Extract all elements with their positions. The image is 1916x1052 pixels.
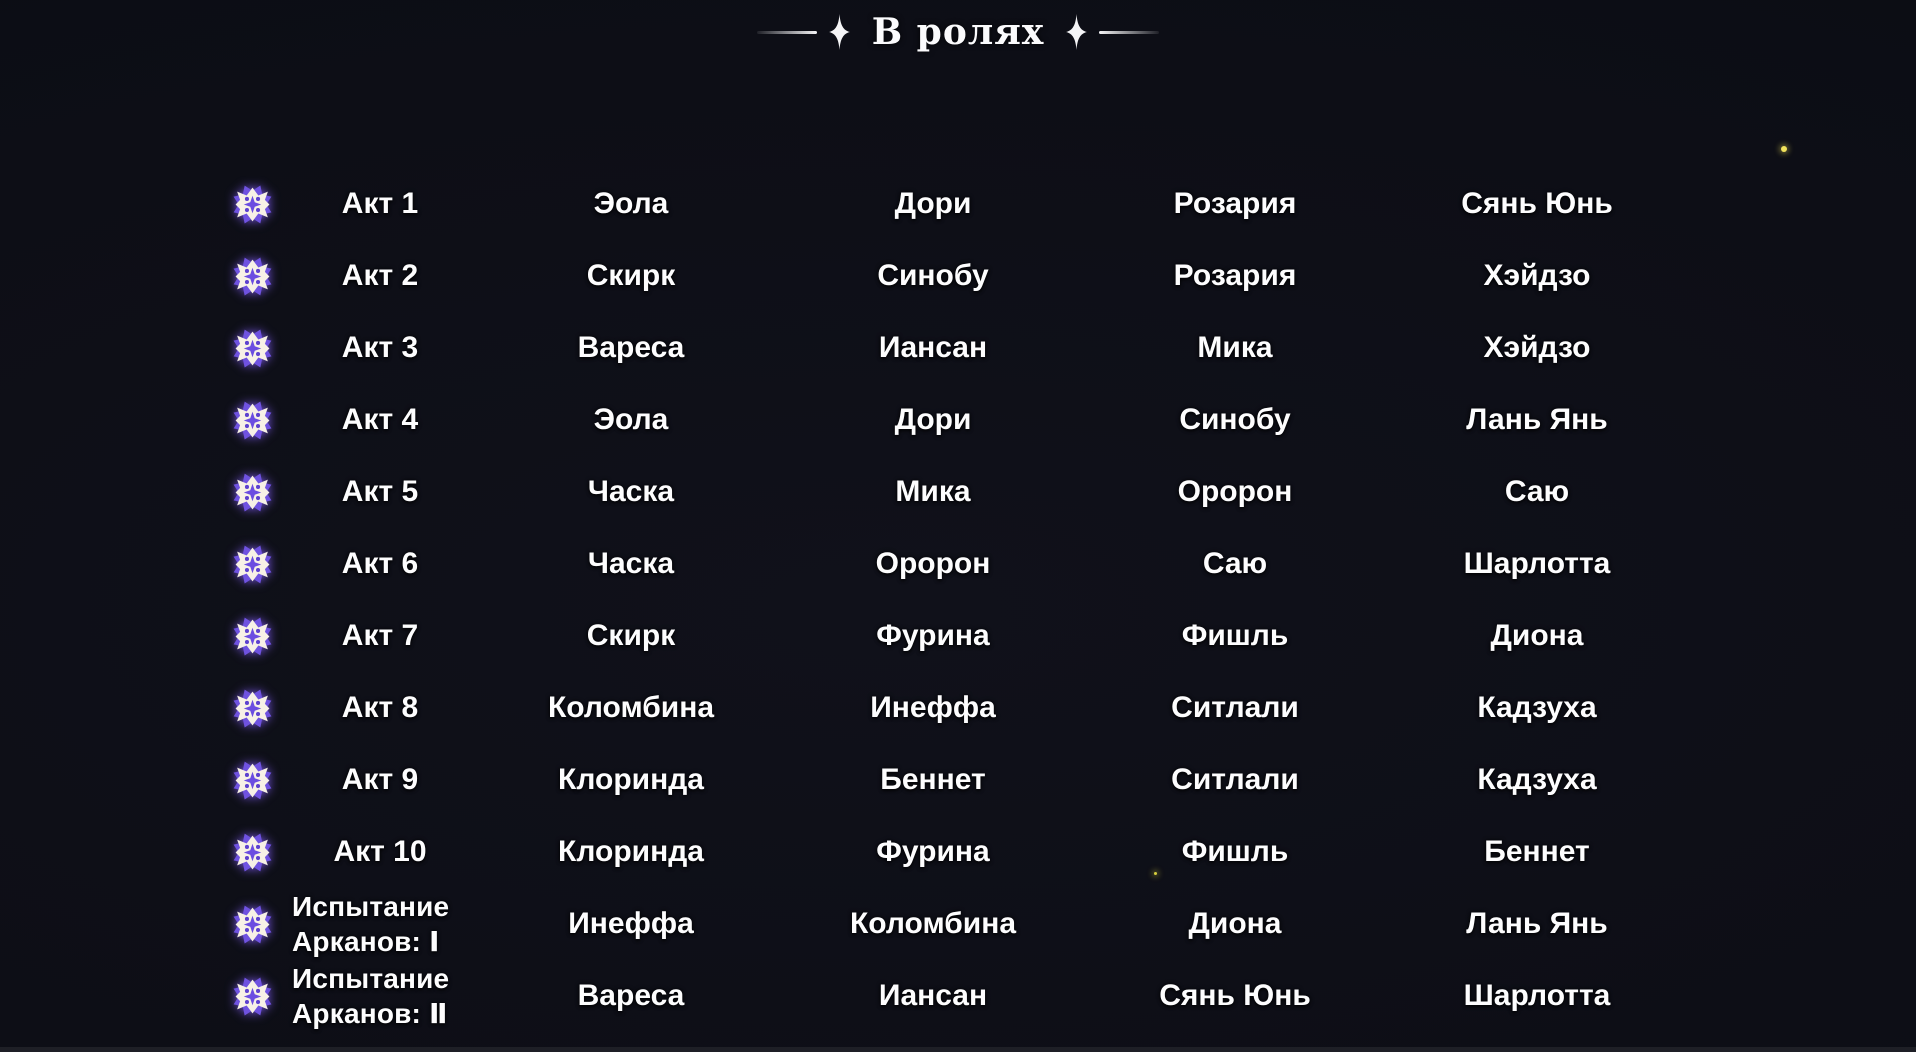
table-row: Акт 6 Часка Оророн Саю Шарлотта — [224, 528, 1688, 600]
cast-name: Фишль — [1181, 835, 1289, 868]
act-label: Испытание Арканов: Ⅱ — [292, 963, 450, 1029]
cast-name: Синобу — [877, 259, 989, 292]
title-ornament-line-right — [1099, 30, 1160, 34]
table-row: Акт 4 Эола Дори Синобу Лань Янь — [224, 384, 1688, 456]
cast-name: Инеффа — [568, 907, 694, 940]
act-label: Акт 6 — [341, 547, 419, 580]
cast-name: Шарлотта — [1463, 979, 1611, 1012]
cast-name: Ситлали — [1171, 691, 1299, 724]
table-row: Испытание Арканов: Ⅱ Вареса Иансан Сянь … — [224, 960, 1688, 1032]
act-label: Акт 7 — [341, 619, 419, 652]
page-title: В ролях — [871, 11, 1045, 53]
cast-name: Оророн — [1177, 475, 1293, 508]
cast-name: Розария — [1173, 187, 1297, 220]
table-row: Акт 7 Скирк Фурина Фишль Диона — [224, 600, 1688, 672]
cast-name: Хэйдзо — [1483, 331, 1591, 364]
bottom-edge-highlight — [0, 1047, 1916, 1052]
cast-name: Синобу — [1179, 403, 1291, 436]
cast-name: Кадзуха — [1477, 763, 1597, 796]
cast-name: Сянь Юнь — [1461, 187, 1613, 220]
cast-name: Беннет — [880, 763, 986, 796]
cast-name: Ситлали — [1171, 763, 1299, 796]
quest-star-icon — [232, 328, 273, 369]
glow-particle — [1154, 872, 1157, 875]
sparkle-star-icon — [1066, 14, 1087, 50]
cast-name: Саю — [1202, 547, 1268, 580]
cast-name: Кадзуха — [1477, 691, 1597, 724]
quest-star-icon — [232, 688, 273, 729]
quest-star-icon — [232, 616, 273, 657]
cast-name: Вареса — [577, 331, 685, 364]
quest-star-icon — [232, 760, 273, 801]
quest-star-icon — [232, 544, 273, 585]
cast-name: Коломбина — [547, 691, 715, 724]
cast-name: Клоринда — [558, 835, 704, 868]
cast-name: Иансан — [878, 979, 988, 1012]
cast-name: Часка — [587, 475, 675, 508]
cast-name: Часка — [587, 547, 675, 580]
cast-name: Диона — [1188, 907, 1282, 940]
table-row: Испытание Арканов: Ⅰ Инеффа Коломбина Ди… — [224, 888, 1688, 960]
table-row: Акт 2 Скирк Синобу Розария Хэйдзо — [224, 240, 1688, 312]
table-row: Акт 9 Клоринда Беннет Ситлали Кадзуха — [224, 744, 1688, 816]
cast-name: Скирк — [586, 619, 676, 652]
quest-star-icon — [232, 472, 273, 513]
cast-header: В ролях — [0, 8, 1916, 56]
act-label: Акт 1 — [341, 187, 419, 220]
cast-name: Фурина — [876, 835, 990, 868]
cast-name: Мика — [895, 475, 971, 508]
cast-name: Фишль — [1181, 619, 1289, 652]
act-label: Акт 2 — [341, 259, 419, 292]
cast-name: Иансан — [878, 331, 988, 364]
cast-name: Коломбина — [849, 907, 1017, 940]
cast-name: Клоринда — [558, 763, 704, 796]
quest-star-icon — [232, 976, 273, 1017]
cast-name: Эола — [593, 403, 669, 436]
sparkle-star-icon — [829, 14, 850, 50]
act-label: Акт 3 — [341, 331, 419, 364]
cast-name: Саю — [1504, 475, 1570, 508]
table-row: Акт 1 Эола Дори Розария Сянь Юнь — [224, 168, 1688, 240]
cast-name: Фурина — [876, 619, 990, 652]
act-label: Акт 10 — [333, 835, 427, 868]
cast-name: Дори — [894, 403, 972, 436]
table-row: Акт 5 Часка Мика Оророн Саю — [224, 456, 1688, 528]
cast-name: Розария — [1173, 259, 1297, 292]
cast-name: Мика — [1197, 331, 1273, 364]
act-label: Акт 5 — [341, 475, 419, 508]
cast-name: Шарлотта — [1463, 547, 1611, 580]
cast-name: Эола — [593, 187, 669, 220]
cast-table: Акт 1 Эола Дори Розария Сянь Юнь Акт 2 С… — [224, 168, 1688, 1032]
cast-name: Хэйдзо — [1483, 259, 1591, 292]
title-ornament-line-left — [756, 30, 817, 34]
table-row: Акт 8 Коломбина Инеффа Ситлали Кадзуха — [224, 672, 1688, 744]
act-label: Акт 9 — [341, 763, 419, 796]
quest-star-icon — [232, 400, 273, 441]
act-label: Испытание Арканов: Ⅰ — [292, 891, 450, 957]
quest-star-icon — [232, 256, 273, 297]
quest-star-icon — [232, 184, 273, 225]
cast-name: Скирк — [586, 259, 676, 292]
table-row: Акт 3 Вареса Иансан Мика Хэйдзо — [224, 312, 1688, 384]
cast-name: Дори — [894, 187, 972, 220]
cast-name: Лань Янь — [1466, 403, 1608, 436]
cast-name: Вареса — [577, 979, 685, 1012]
table-row: Акт 10 Клоринда Фурина Фишль Беннет — [224, 816, 1688, 888]
quest-star-icon — [232, 904, 273, 945]
glow-particle — [1781, 146, 1787, 152]
act-label: Акт 8 — [341, 691, 419, 724]
cast-name: Диона — [1490, 619, 1584, 652]
cast-name: Беннет — [1484, 835, 1590, 868]
cast-name: Оророн — [875, 547, 991, 580]
cast-name: Лань Янь — [1466, 907, 1608, 940]
act-label: Акт 4 — [341, 403, 419, 436]
cast-name: Инеффа — [870, 691, 996, 724]
cast-name: Сянь Юнь — [1159, 979, 1311, 1012]
quest-star-icon — [232, 832, 273, 873]
